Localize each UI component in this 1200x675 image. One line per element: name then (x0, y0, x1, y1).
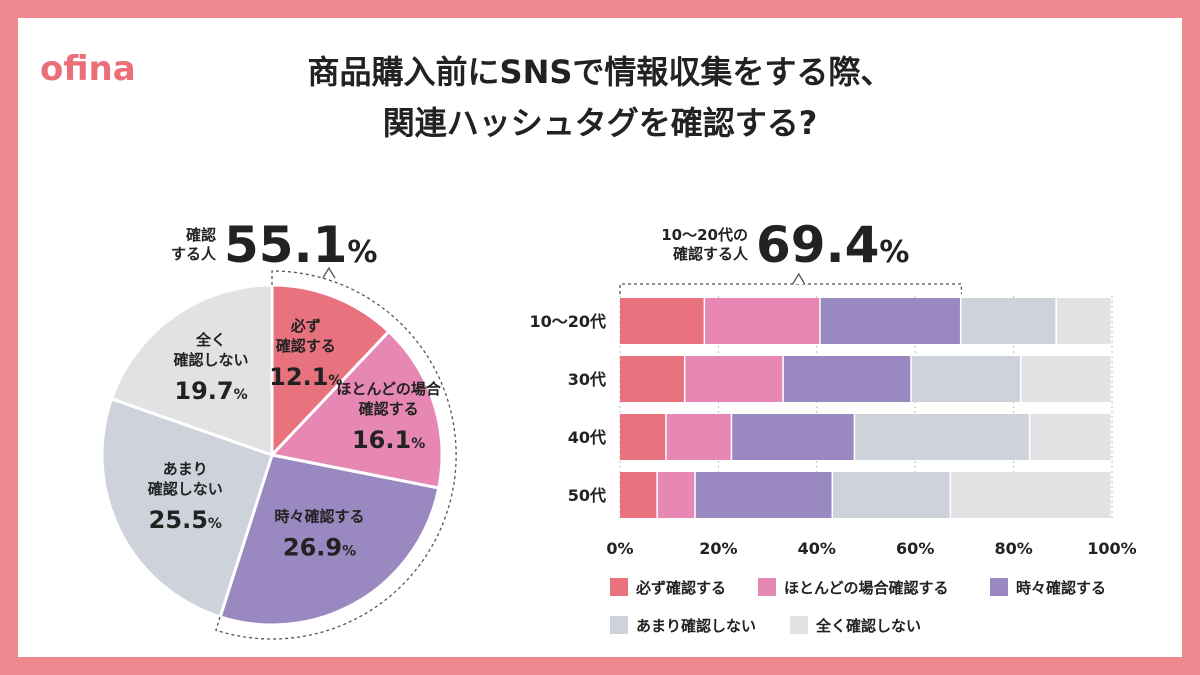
bar-x-tick-label: 100% (1087, 539, 1136, 558)
bar-callout-label-line-1: 10～20代の (661, 226, 748, 244)
bar-x-tick-label: 40% (798, 539, 836, 558)
title-line-2: 関連ハッシュタグを確認する? (383, 104, 818, 142)
legend-item-rarely: あまり確認しない (610, 616, 756, 635)
brand-logo: ofina (40, 49, 136, 89)
bar-segment-rarely (911, 356, 1020, 402)
bar-callout: 10～20代の 確認する人 69.4% (661, 216, 909, 274)
pie-label-rarely-line-1: あまり (163, 460, 208, 478)
pie-callout-value: 55.1% (224, 216, 377, 274)
stacked-bar-chart: 0% 20% 40% 60% 80% 100% 10～20代 30代 40代 50代 (529, 296, 1137, 558)
bar-segment-mostly (657, 472, 695, 518)
pie-label-mostly-line-1: ほとんどの場合 (336, 380, 442, 398)
pie-chart (100, 283, 444, 627)
bar-callout-label-line-2: 確認する人 (672, 245, 749, 263)
pie-label-always: 必ず確認する 12.1% (269, 317, 342, 391)
legend-item-sometimes: 時々確認する (990, 578, 1106, 597)
bar-segment-never (1021, 356, 1111, 402)
pie-bracket-pointer (322, 266, 336, 279)
pie-label-mostly-line-2: 確認する (358, 400, 419, 418)
legend-label-always: 必ず確認する (635, 579, 726, 597)
pie-callout: 確認 する人 55.1% (171, 216, 377, 274)
pie-label-mostly: ほとんどの場合確認する 16.1% (336, 380, 442, 454)
bar-segment-mostly (666, 414, 731, 460)
pie-label-rarely-line-2: 確認しない (147, 480, 223, 498)
legend-swatch-always (610, 578, 628, 596)
bar-segment-rarely (855, 414, 1029, 460)
bar-segment-never (1030, 414, 1111, 460)
legend-item-never: 全く確認しない (790, 616, 921, 635)
bar-category-label: 50代 (568, 486, 606, 505)
legend-swatch-mostly (758, 578, 776, 596)
bar-segment-always (620, 414, 666, 460)
legend-label-sometimes: 時々確認する (1016, 579, 1106, 597)
pie-callout-label-line-2: する人 (171, 245, 217, 263)
legend-swatch-never (790, 616, 808, 634)
legend-swatch-rarely (610, 616, 628, 634)
legend-swatch-sometimes (990, 578, 1008, 596)
bar-segment-always (620, 472, 657, 518)
bar-segment-mostly (705, 298, 820, 344)
bar-highlight-bracket (619, 283, 963, 294)
pie-label-always-line-2: 確認する (275, 337, 336, 355)
legend-label-mostly: ほとんどの場合確認する (784, 579, 949, 597)
pie-callout-label-line-1: 確認 (185, 226, 216, 244)
bar-x-tick-label: 0% (606, 539, 633, 558)
bar-segment-sometimes (783, 356, 911, 402)
bar-category-label: 30代 (568, 370, 606, 389)
bar-segment-always (620, 298, 704, 344)
bar-x-tick-label: 80% (994, 539, 1032, 558)
pie-label-never: 全く確認しない 19.7% (172, 331, 248, 405)
legend-item-mostly: ほとんどの場合確認する (758, 578, 949, 597)
pie-label-sometimes-line-1: 時々確認する (274, 508, 364, 526)
bar-segment-rarely (833, 472, 950, 518)
pie-value-never: 19.7% (174, 377, 247, 405)
bar-segment-mostly (685, 356, 783, 402)
bar-segment-never (951, 472, 1111, 518)
pie-value-sometimes: 26.9% (283, 534, 356, 562)
pie-label-never-line-1: 全く (195, 331, 226, 349)
bar-segment-always (620, 356, 684, 402)
pie-value-mostly: 16.1% (352, 426, 425, 454)
pie-label-rarely: あまり確認しない 25.5% (147, 460, 223, 534)
title-line-1: 商品購入前にSNSで情報収集をする際、 (308, 53, 893, 91)
pie-value-rarely: 25.5% (149, 506, 222, 534)
bar-segment-sometimes (820, 298, 960, 344)
bar-category-label: 10～20代 (529, 312, 606, 331)
bar-x-tick-label: 60% (896, 539, 934, 558)
bar-segment-never (1056, 298, 1111, 344)
pie-slice-never (109, 283, 274, 458)
pie-slice-sometimes (218, 453, 441, 627)
pie-highlight-bracket (215, 270, 457, 640)
legend-item-always: 必ず確認する (610, 578, 726, 597)
bar-x-tick-label: 20% (699, 539, 737, 558)
legend-label-rarely: あまり確認しない (636, 617, 756, 635)
legend-label-never: 全く確認しない (815, 617, 921, 635)
pie-label-always-line-1: 必ず (290, 317, 321, 335)
pie-label-never-line-2: 確認しない (172, 351, 248, 369)
pie-labels: 必ず確認する12.1%ほとんどの場合確認する16.1%時々確認する26.9%あま… (147, 317, 442, 561)
pie-value-always: 12.1% (269, 363, 342, 391)
pie-slice-mostly (269, 329, 444, 490)
bar-category-label: 40代 (568, 428, 606, 447)
pie-label-sometimes: 時々確認する 26.9% (274, 508, 364, 562)
bar-callout-value: 69.4% (756, 216, 909, 274)
bar-segment-sometimes (732, 414, 854, 460)
bar-segment-rarely (961, 298, 1056, 344)
pie-slice-always (270, 283, 391, 459)
pie-slice-rarely (100, 396, 274, 619)
bar-bracket-pointer (792, 272, 806, 285)
bar-segment-sometimes (695, 472, 832, 518)
